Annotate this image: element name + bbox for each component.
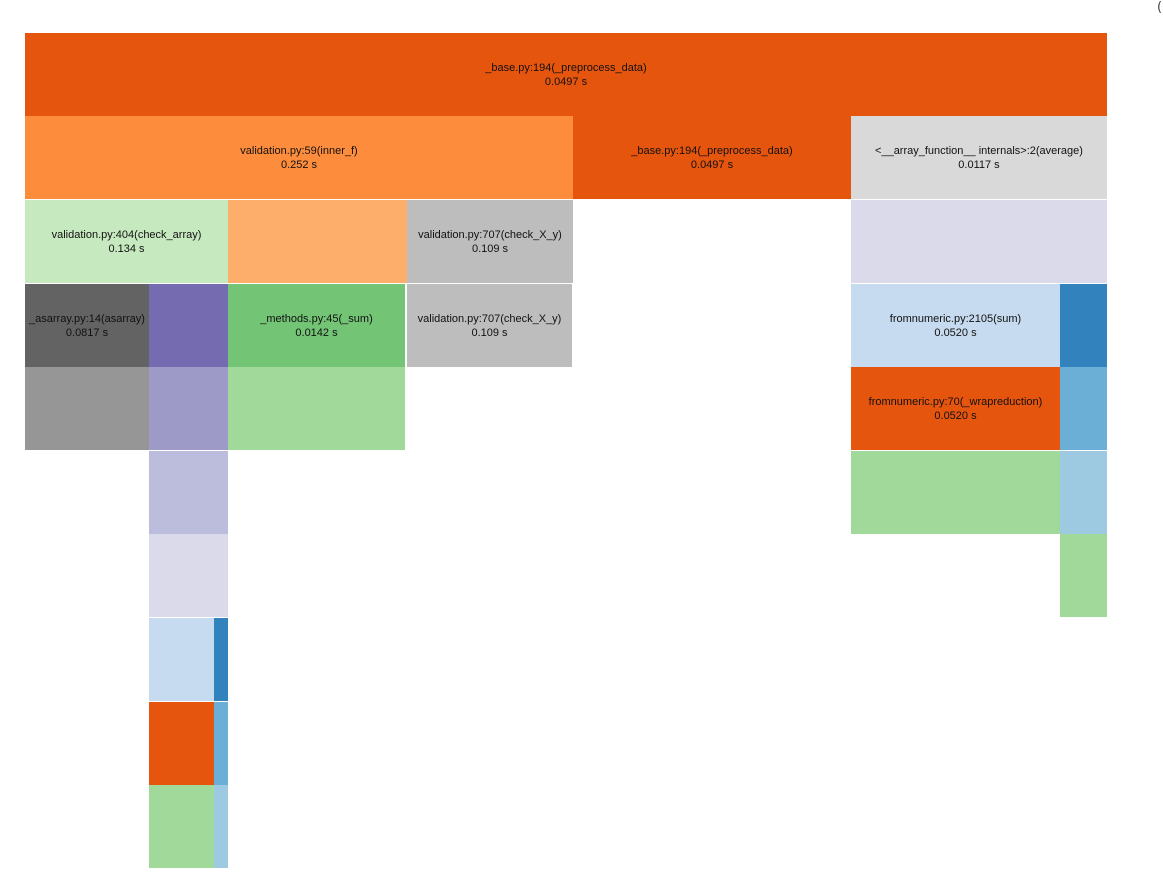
frame-name: fromnumeric.py:2105(sum) <box>889 312 1022 325</box>
frame-time: 0.0817 s <box>65 326 109 339</box>
frame-20[interactable] <box>851 451 1060 534</box>
frame-22[interactable] <box>149 534 228 617</box>
frame-6[interactable]: validation.py:707(check_X_y) 0.109 s <box>407 200 573 283</box>
frame-3[interactable]: <__array_function__ internals>:2(average… <box>851 116 1107 199</box>
frame-name: validation.py:707(check_X_y) <box>417 312 562 325</box>
frame-name: _asarray.py:14(asarray) <box>29 312 145 325</box>
frame-18[interactable] <box>1060 367 1107 450</box>
frame-4[interactable]: validation.py:404(check_array) 0.134 s <box>25 200 228 283</box>
frame-time: 0.109 s <box>471 326 508 339</box>
frame-19[interactable] <box>149 451 228 534</box>
frame-time: 0.0520 s <box>934 409 977 422</box>
frame-23[interactable] <box>1060 534 1107 617</box>
frame-8[interactable]: _asarray.py:14(asarray) 0.0817 s <box>25 284 149 367</box>
frame-9[interactable] <box>149 284 228 367</box>
frame-11[interactable]: validation.py:707(check_X_y) 0.109 s <box>407 284 572 367</box>
frame-name: validation.py:707(check_X_y) <box>418 228 562 241</box>
frame-time: 0.0142 s <box>295 326 338 339</box>
frame-name: validation.py:404(check_array) <box>51 228 202 241</box>
frame-21[interactable] <box>1060 451 1107 534</box>
frame-0[interactable]: _base.py:194(_preprocess_data) 0.0497 s <box>25 33 1107 116</box>
frame-15[interactable] <box>149 367 228 450</box>
frame-time: 0.0117 s <box>958 158 1000 171</box>
frame-time: 0.252 s <box>280 158 318 171</box>
frame-12[interactable]: fromnumeric.py:2105(sum) 0.0520 s <box>851 284 1060 367</box>
frame-name: _base.py:194(_preprocess_data) <box>631 144 793 157</box>
frame-time: 0.0497 s <box>544 75 588 88</box>
frame-time: 0.0520 s <box>934 326 977 339</box>
frame-27[interactable] <box>214 702 228 785</box>
frame-13[interactable] <box>1060 284 1107 367</box>
frame-name: validation.py:59(inner_f) <box>240 144 358 157</box>
frame-10[interactable]: _methods.py:45(_sum) 0.0142 s <box>228 284 405 367</box>
frame-time: 0.109 s <box>471 242 509 255</box>
frame-26[interactable] <box>149 702 214 785</box>
frame-name: _methods.py:45(_sum) <box>260 312 373 325</box>
frame-1[interactable]: validation.py:59(inner_f) 0.252 s <box>25 116 573 199</box>
frame-29[interactable] <box>214 785 228 868</box>
frame-name: <__array_function__ internals>:2(average… <box>875 144 1083 157</box>
frame-5[interactable] <box>228 200 407 283</box>
frame-14[interactable] <box>25 367 149 450</box>
corner-glyph: ( <box>1157 0 1163 15</box>
frame-28[interactable] <box>149 785 214 868</box>
frame-time: 0.134 s <box>108 242 145 255</box>
frame-25[interactable] <box>214 618 228 701</box>
frame-24[interactable] <box>149 618 214 701</box>
frame-name: fromnumeric.py:70(_wrapreduction) <box>868 395 1043 408</box>
frame-name: _base.py:194(_preprocess_data) <box>485 61 647 74</box>
frame-16[interactable] <box>228 367 405 450</box>
frame-7[interactable] <box>851 200 1107 283</box>
frame-2[interactable]: _base.py:194(_preprocess_data) 0.0497 s <box>573 116 851 199</box>
frame-17[interactable]: fromnumeric.py:70(_wrapreduction) 0.0520 … <box>851 367 1060 450</box>
frame-time: 0.0497 s <box>690 158 734 171</box>
